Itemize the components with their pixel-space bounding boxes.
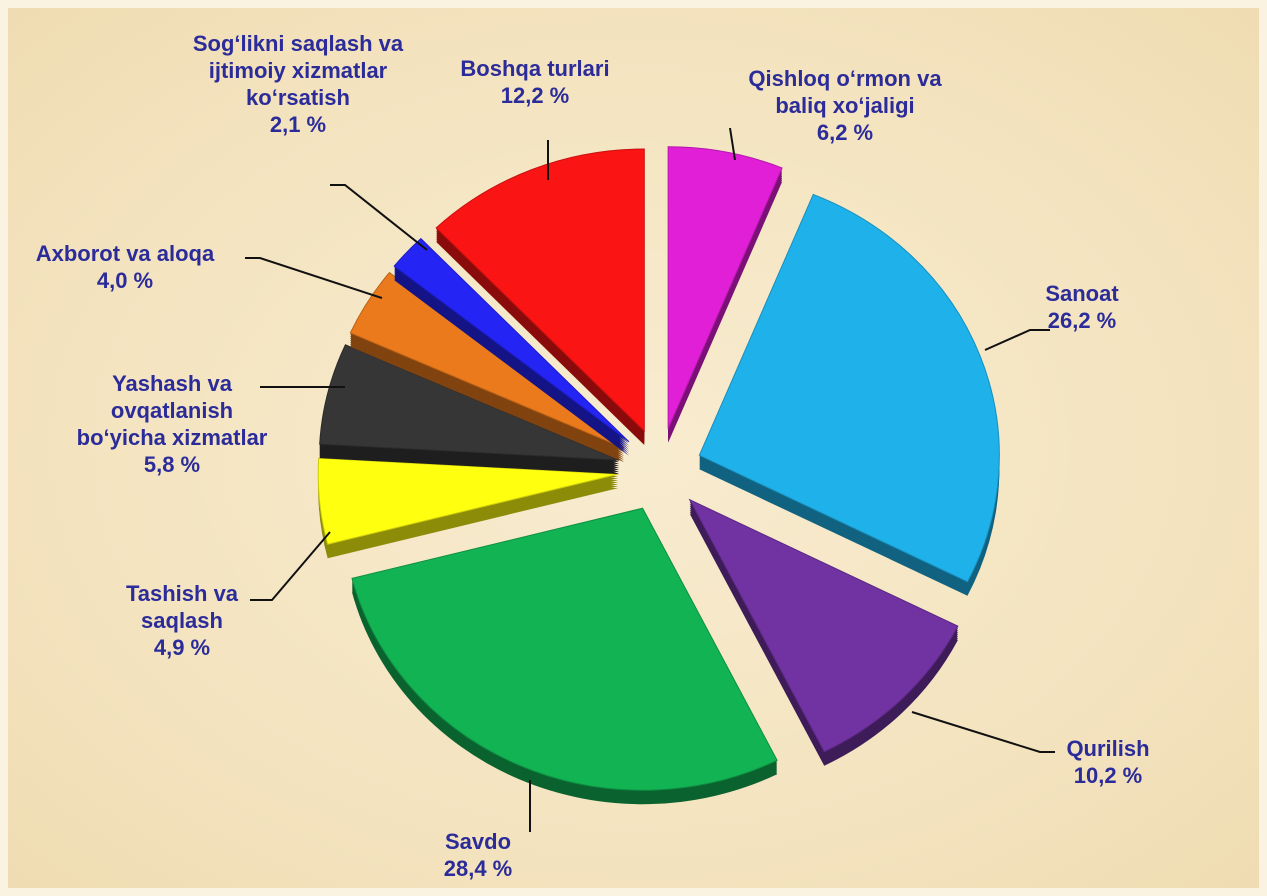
value-label: 10,2 % bbox=[1073, 763, 1143, 788]
slice-label: Sanoat bbox=[1045, 281, 1119, 306]
slice bbox=[688, 498, 959, 753]
leader-line bbox=[911, 711, 1055, 753]
value-label: 2,1 % bbox=[269, 112, 327, 137]
slice bbox=[351, 507, 778, 791]
slice-label: Axborot va aloqa bbox=[35, 241, 215, 266]
slice-label: Qishloq o‘rmon va baliq xo‘jaligi bbox=[748, 66, 942, 118]
slice bbox=[435, 148, 645, 433]
slice bbox=[667, 146, 783, 429]
leader-line bbox=[729, 127, 736, 161]
slice-label: Tashish va saqlash bbox=[125, 581, 239, 633]
value-label: 5,8 % bbox=[143, 452, 201, 477]
leader-line bbox=[245, 257, 383, 299]
value-label: 26,2 % bbox=[1047, 308, 1117, 333]
leader-line bbox=[330, 184, 428, 251]
value-label: 6,2 % bbox=[816, 120, 874, 145]
slice-label: Yashash va ovqatlanish bo‘yicha xizmatla… bbox=[76, 371, 268, 450]
leader-line bbox=[984, 329, 1050, 351]
slice-label: Qurilish bbox=[1066, 736, 1150, 761]
value-label: 4,0 % bbox=[96, 268, 154, 293]
slice-label: Sog‘likni saqlash va ijtimoiy xizmatlar … bbox=[192, 31, 404, 110]
slice bbox=[317, 457, 619, 545]
slice-label: Savdo bbox=[444, 829, 512, 854]
value-label: 4,9 % bbox=[153, 635, 211, 660]
value-label: 28,4 % bbox=[443, 856, 513, 881]
slice bbox=[319, 344, 620, 461]
slice bbox=[698, 193, 1000, 583]
slice-label: Boshqa turlari bbox=[460, 56, 610, 81]
slice bbox=[393, 237, 630, 443]
value-label: 12,2 % bbox=[500, 83, 570, 108]
slice bbox=[349, 271, 625, 449]
leader-line bbox=[250, 531, 331, 601]
